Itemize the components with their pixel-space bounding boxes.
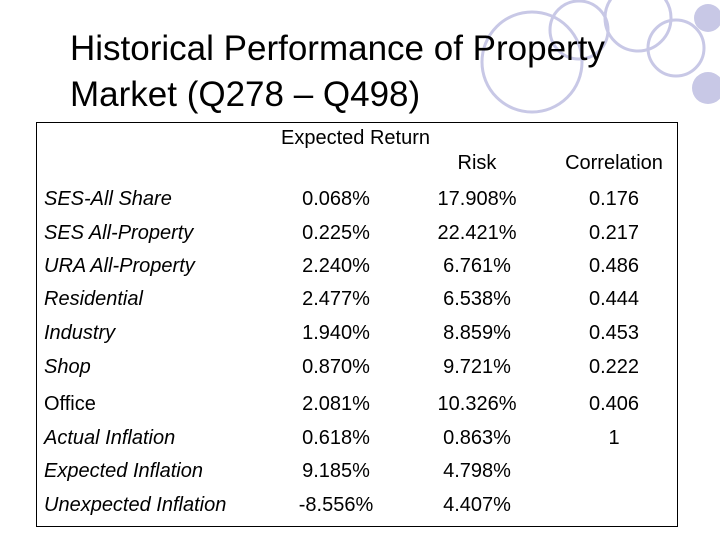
cell-correlation: 0.406 <box>588 393 640 415</box>
cell-expected-return: -8.556% <box>298 494 374 516</box>
cell-expected-return: 0.618% <box>302 427 370 449</box>
cell-risk: 4.798% <box>443 460 511 482</box>
cell-expected-return: 0.225% <box>302 222 370 244</box>
cell-correlation: 0.176 <box>588 188 640 210</box>
cell-expected-return: 1.940% <box>302 322 370 344</box>
slide-title: Historical Performance of Property Marke… <box>70 29 605 114</box>
cell-risk: 10.326% <box>437 393 517 415</box>
header-risk: Risk <box>457 152 497 174</box>
cell-correlation: 1 <box>608 427 620 449</box>
row-label: SES-All Share <box>44 188 172 210</box>
row-label: SES All-Property <box>44 222 194 244</box>
cell-risk: 9.721% <box>443 356 511 378</box>
cell-correlation: 0.444 <box>588 288 640 310</box>
cell-expected-return: 0.870% <box>302 356 370 378</box>
cell-risk: 6.761% <box>443 255 511 277</box>
cell-expected-return: 2.240% <box>302 255 370 277</box>
header-correlation: Correlation <box>565 152 663 174</box>
row-label: Expected Inflation <box>44 460 203 482</box>
cell-expected-return: 2.477% <box>302 288 370 310</box>
performance-table: Expected Return Risk Correlation SES-All… <box>36 122 678 527</box>
cell-expected-return: 0.068% <box>302 188 370 210</box>
cell-risk: 17.908% <box>437 188 517 210</box>
cell-expected-return: 2.081% <box>302 393 370 415</box>
row-label: Industry <box>44 322 116 344</box>
cell-risk: 8.859% <box>443 322 511 344</box>
cell-correlation: 0.222 <box>588 356 640 378</box>
decorative-rings <box>480 0 720 114</box>
cell-expected-return: 9.185% <box>302 460 370 482</box>
row-label: Unexpected Inflation <box>44 494 227 516</box>
cell-risk: 6.538% <box>443 288 511 310</box>
cell-correlation: 0.453 <box>588 322 640 344</box>
cell-correlation: 0.486 <box>588 255 640 277</box>
cell-risk: 22.421% <box>437 222 517 244</box>
row-label: Residential <box>44 288 143 310</box>
row-label: Actual Inflation <box>44 427 176 449</box>
cell-risk: 4.407% <box>443 494 511 516</box>
header-expected-return: Expected Return <box>281 127 430 149</box>
row-label: URA All-Property <box>44 255 195 277</box>
cell-correlation: 0.217 <box>588 222 640 244</box>
cell-risk: 0.863% <box>443 427 511 449</box>
row-label: Office <box>44 393 96 415</box>
row-label: Shop <box>44 356 91 378</box>
